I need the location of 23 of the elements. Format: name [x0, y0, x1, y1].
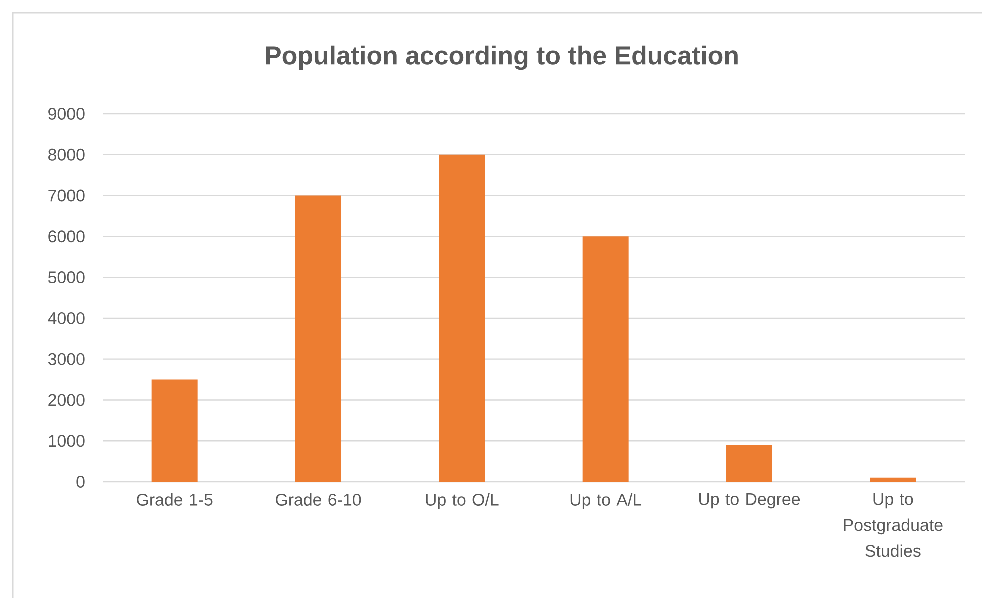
y-tick-label: 5000	[48, 272, 85, 284]
x-tick-label: Up to A/L	[570, 494, 642, 510]
y-tick-label: 8000	[48, 148, 85, 161]
y-tick-label: 9000	[48, 108, 85, 120]
y-tick-label: 0	[76, 476, 85, 488]
x-tick-label: Grade 1-5	[137, 494, 213, 506]
x-tick-label: Up to O/L	[426, 494, 499, 510]
bar	[439, 154, 486, 482]
y-tick-label: 4000	[48, 312, 85, 324]
x-tick-label: Up to Postgraduate Studies	[844, 494, 943, 558]
x-tick-label: Grade 6-10	[276, 494, 362, 506]
chart-title: Population according to the Education	[266, 46, 738, 70]
x-tick-label: Up to Degree	[700, 494, 800, 509]
y-tick-label: 1000	[49, 435, 85, 448]
y-tick-label: 2000	[48, 394, 85, 406]
bar	[582, 236, 629, 482]
bar	[870, 478, 916, 482]
bar	[296, 196, 342, 482]
y-tick-label: 6000	[48, 230, 85, 243]
y-tick-label: 3000	[48, 353, 85, 366]
y-tick-label: 7000	[48, 190, 85, 202]
bar	[152, 380, 198, 482]
bar	[726, 445, 773, 482]
